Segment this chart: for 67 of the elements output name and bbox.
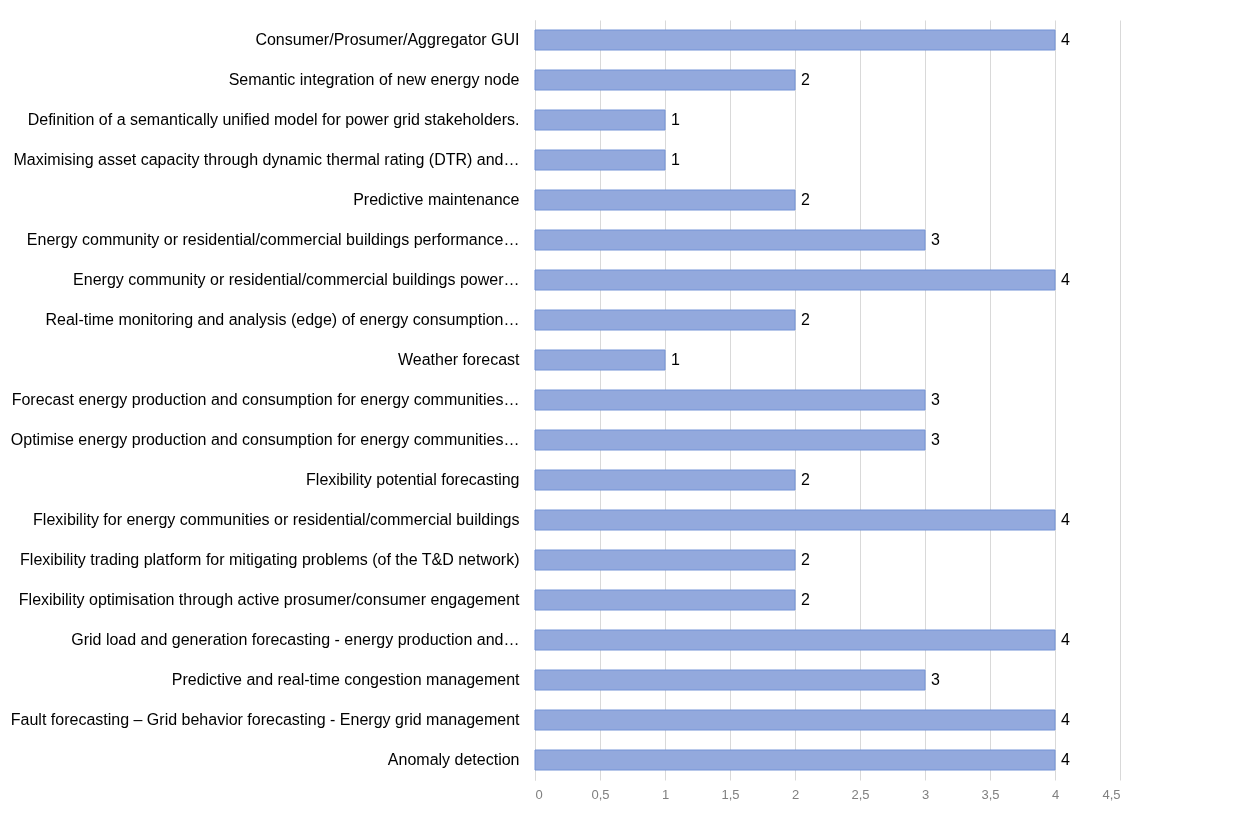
bar [534,709,1056,731]
bar [534,269,1056,291]
x-tick-label: 0 [535,786,543,802]
data-label: 2 [801,71,810,88]
y-tick-label: Fault forecasting – Grid behavior forecasting - Energy grid management [10,711,521,728]
bar [534,509,1056,531]
bar [534,749,1056,771]
bar [534,429,926,451]
bar [534,29,1056,51]
data-label: 2 [801,191,810,208]
y-tick-label: Flexibility trading platform for mitigating problems (of the T&D network) [20,551,520,568]
data-label: 2 [801,551,810,568]
y-tick-label: Weather forecast [397,351,521,368]
x-tick-label: 2 [791,786,800,802]
x-tick-label: 2,5 [851,786,870,802]
y-tick-label: Predictive and real-time congestion management [171,671,521,688]
x-tick-label: 4 [1051,786,1060,802]
data-label: 3 [931,671,940,688]
x-tick-label: 3,5 [981,786,1000,802]
bar [534,549,796,571]
data-label: 3 [931,431,940,448]
y-tick-label: Definition of a semantically unified model for power grid stakeholders. [27,111,520,128]
y-tick-label: Energy community or residential/commercial buildings performance… [26,231,520,248]
data-label: 2 [801,311,810,328]
bar [534,229,926,251]
data-label: 1 [671,351,680,368]
data-label: 3 [931,231,940,248]
x-tick-label: 3 [921,786,930,802]
data-label: 4 [1061,31,1070,48]
y-tick-label: Forecast energy production and consumption for energy communities… [11,391,520,408]
bar [534,469,796,491]
bar [534,669,926,691]
y-tick-label: Semantic integration of new energy node [228,71,520,88]
bar [534,149,666,171]
data-label: 1 [671,111,680,128]
x-tick-label: 4,5 [1102,786,1121,802]
y-tick-label: Flexibility optimisation through active prosumer/consumer engagement [18,591,521,608]
data-label: 4 [1061,511,1070,528]
x-tick-label: 0,5 [591,786,610,802]
bar [534,349,666,371]
bar [534,589,796,611]
data-label: 1 [671,151,680,168]
data-label: 3 [931,391,940,408]
y-tick-label: Optimise energy production and consumption for energy communities… [10,431,520,448]
data-label: 4 [1061,711,1070,728]
y-tick-label: Predictive maintenance [353,191,520,208]
data-label: 4 [1061,751,1070,768]
data-label: 4 [1061,271,1070,288]
y-tick-label: Grid load and generation forecasting - energy production and… [71,631,520,648]
x-tick-label: 1,5 [721,786,740,802]
data-label: 2 [801,471,810,488]
y-tick-label: Anomaly detection [387,751,520,768]
bar [534,389,926,411]
bar [534,69,796,91]
x-tick-label: 1 [661,786,670,802]
bar [534,109,666,131]
y-tick-label: Energy community or residential/commercial buildings power… [73,271,520,288]
bar [534,189,796,211]
data-label: 4 [1061,631,1070,648]
y-tick-label: Flexibility for energy communities or residential/commercial buildings [33,511,520,528]
data-label: 2 [801,591,810,608]
y-tick-label: Maximising asset capacity through dynamic thermal rating (DTR) and… [13,151,520,168]
y-tick-label: Flexibility potential forecasting [306,471,520,488]
y-tick-label: Real-time monitoring and analysis (edge) of energy consumption… [45,311,520,328]
bar [534,309,796,331]
y-tick-label: Consumer/Prosumer/Aggregator GUI [255,31,520,48]
bar [534,629,1056,651]
